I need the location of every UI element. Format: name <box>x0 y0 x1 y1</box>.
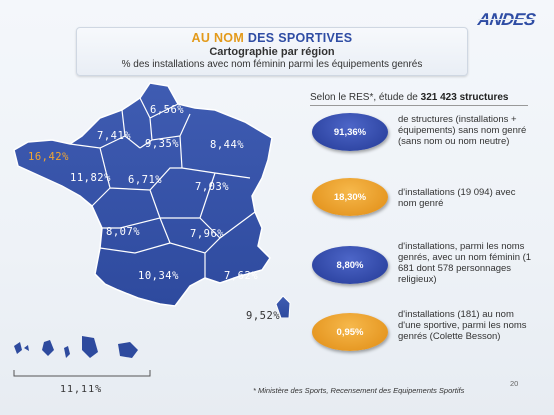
stat-text-4: d'installations (181) au nom d'une sport… <box>398 309 527 342</box>
domtom-island-reunion <box>118 342 138 358</box>
france-map <box>13 82 291 318</box>
region-label-bretagne: 16,42% <box>28 151 69 163</box>
domtom-island-martinique <box>42 340 54 356</box>
region-borders <box>69 97 256 278</box>
title-part-au-nom: AU NOM <box>191 31 245 45</box>
stat-text-3: d'installations, parmi les noms genrés, … <box>398 241 532 285</box>
stat-text-2: d'installations (19 094) avec nom genré <box>398 187 516 209</box>
corse-shape <box>275 295 291 318</box>
study-heading: Selon le RES*, étude de 321 423 structur… <box>310 92 508 103</box>
title-box: AU NOM DES SPORTIVES Cartographie par ré… <box>76 27 468 76</box>
stat-bubble-2: 18,30% <box>312 178 388 216</box>
region-label-occitanie: 10,34% <box>138 270 179 282</box>
stat-text-1: de structures (installations + équipemen… <box>398 114 527 147</box>
study-divider <box>310 105 528 106</box>
region-label-corse: 9,52% <box>246 310 281 322</box>
slide-caption: % des installations avec nom féminin par… <box>121 59 423 70</box>
region-label-nouvelle-aquitaine: 8,07% <box>106 226 141 238</box>
region-label-ile-de-france: 9,35% <box>145 138 180 150</box>
study-count: 321 423 structures <box>420 92 509 103</box>
stat-bubble-3: 8,80% <box>312 246 388 284</box>
domtom-label: 11,11% <box>60 384 103 395</box>
region-label-pays-de-la-loire: 11,82% <box>70 172 111 184</box>
slide-subtitle: Cartographie par région <box>209 46 335 58</box>
region-label-normandie: 7,41% <box>97 130 132 142</box>
page-number: 20 <box>510 379 519 388</box>
domtom-island-guadeloupe <box>14 342 29 354</box>
study-prefix: Selon le RES*, étude de <box>310 92 421 103</box>
region-label-paca: 7,62% <box>224 270 259 282</box>
domtom-map <box>13 336 151 377</box>
region-label-auvergne-rhone-alpes: 7,96% <box>190 228 225 240</box>
slide-title: AU NOM DES SPORTIVES <box>77 31 467 45</box>
domtom-bracket <box>13 370 151 377</box>
domtom-island-guyane <box>82 336 98 358</box>
title-part-des-sportives: DES SPORTIVES <box>244 31 353 45</box>
stat-bubble-1: 91,36% <box>312 113 388 151</box>
region-label-bourgogne-franche-comte: 7,03% <box>195 181 230 193</box>
region-label-centre-val-de-loire: 6,71% <box>128 174 163 186</box>
domtom-island-mayotte <box>64 346 70 358</box>
stat-bubble-4: 0,95% <box>312 313 388 351</box>
region-label-grand-est: 8,44% <box>210 139 245 151</box>
footnote: * Ministère des Sports, Recensement des … <box>253 386 465 395</box>
andes-logo: ANDES <box>476 10 537 29</box>
region-label-hauts-de-france: 6,56% <box>150 104 185 116</box>
